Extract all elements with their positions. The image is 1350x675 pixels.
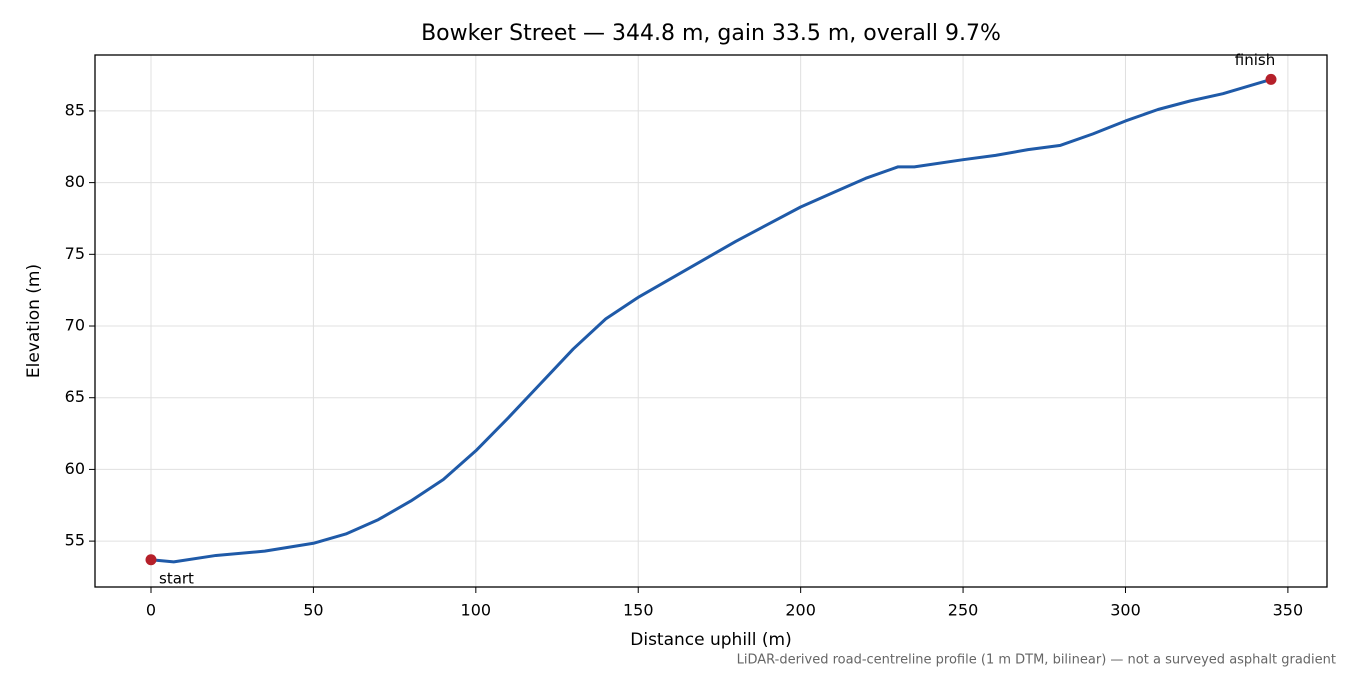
chart-title: Bowker Street — 344.8 m, gain 33.5 m, ov… — [421, 21, 1001, 46]
x-tick-label: 250 — [948, 601, 979, 620]
plot-frame — [94, 54, 1328, 588]
y-tick-label: 85 — [65, 100, 85, 119]
y-tick-label: 55 — [65, 531, 85, 550]
x-tick-label: 0 — [146, 601, 156, 620]
x-tick-label: 350 — [1273, 601, 1304, 620]
elevation-line — [150, 77, 1272, 564]
x-tick-label: 50 — [303, 601, 323, 620]
y-tick-label: 70 — [65, 316, 85, 335]
endpoint-marker — [145, 554, 157, 566]
x-tick-label: 200 — [785, 601, 816, 620]
y-axis-label: Elevation (m) — [24, 264, 44, 378]
endpoint-marker — [1265, 73, 1277, 85]
endpoint-annotation: start — [159, 569, 194, 587]
x-tick-label: 150 — [623, 601, 654, 620]
x-tick-label: 300 — [1110, 601, 1141, 620]
y-tick-label: 75 — [65, 244, 85, 263]
footnote: LiDAR-derived road-centreline profile (1… — [737, 653, 1336, 668]
x-tick-label: 100 — [461, 601, 492, 620]
y-tick-label: 80 — [65, 172, 85, 191]
y-tick-label: 65 — [65, 387, 85, 406]
y-tick-label: 60 — [65, 459, 85, 478]
x-axis-label: Distance uphill (m) — [630, 630, 791, 650]
endpoint-annotation: finish — [1235, 51, 1275, 69]
